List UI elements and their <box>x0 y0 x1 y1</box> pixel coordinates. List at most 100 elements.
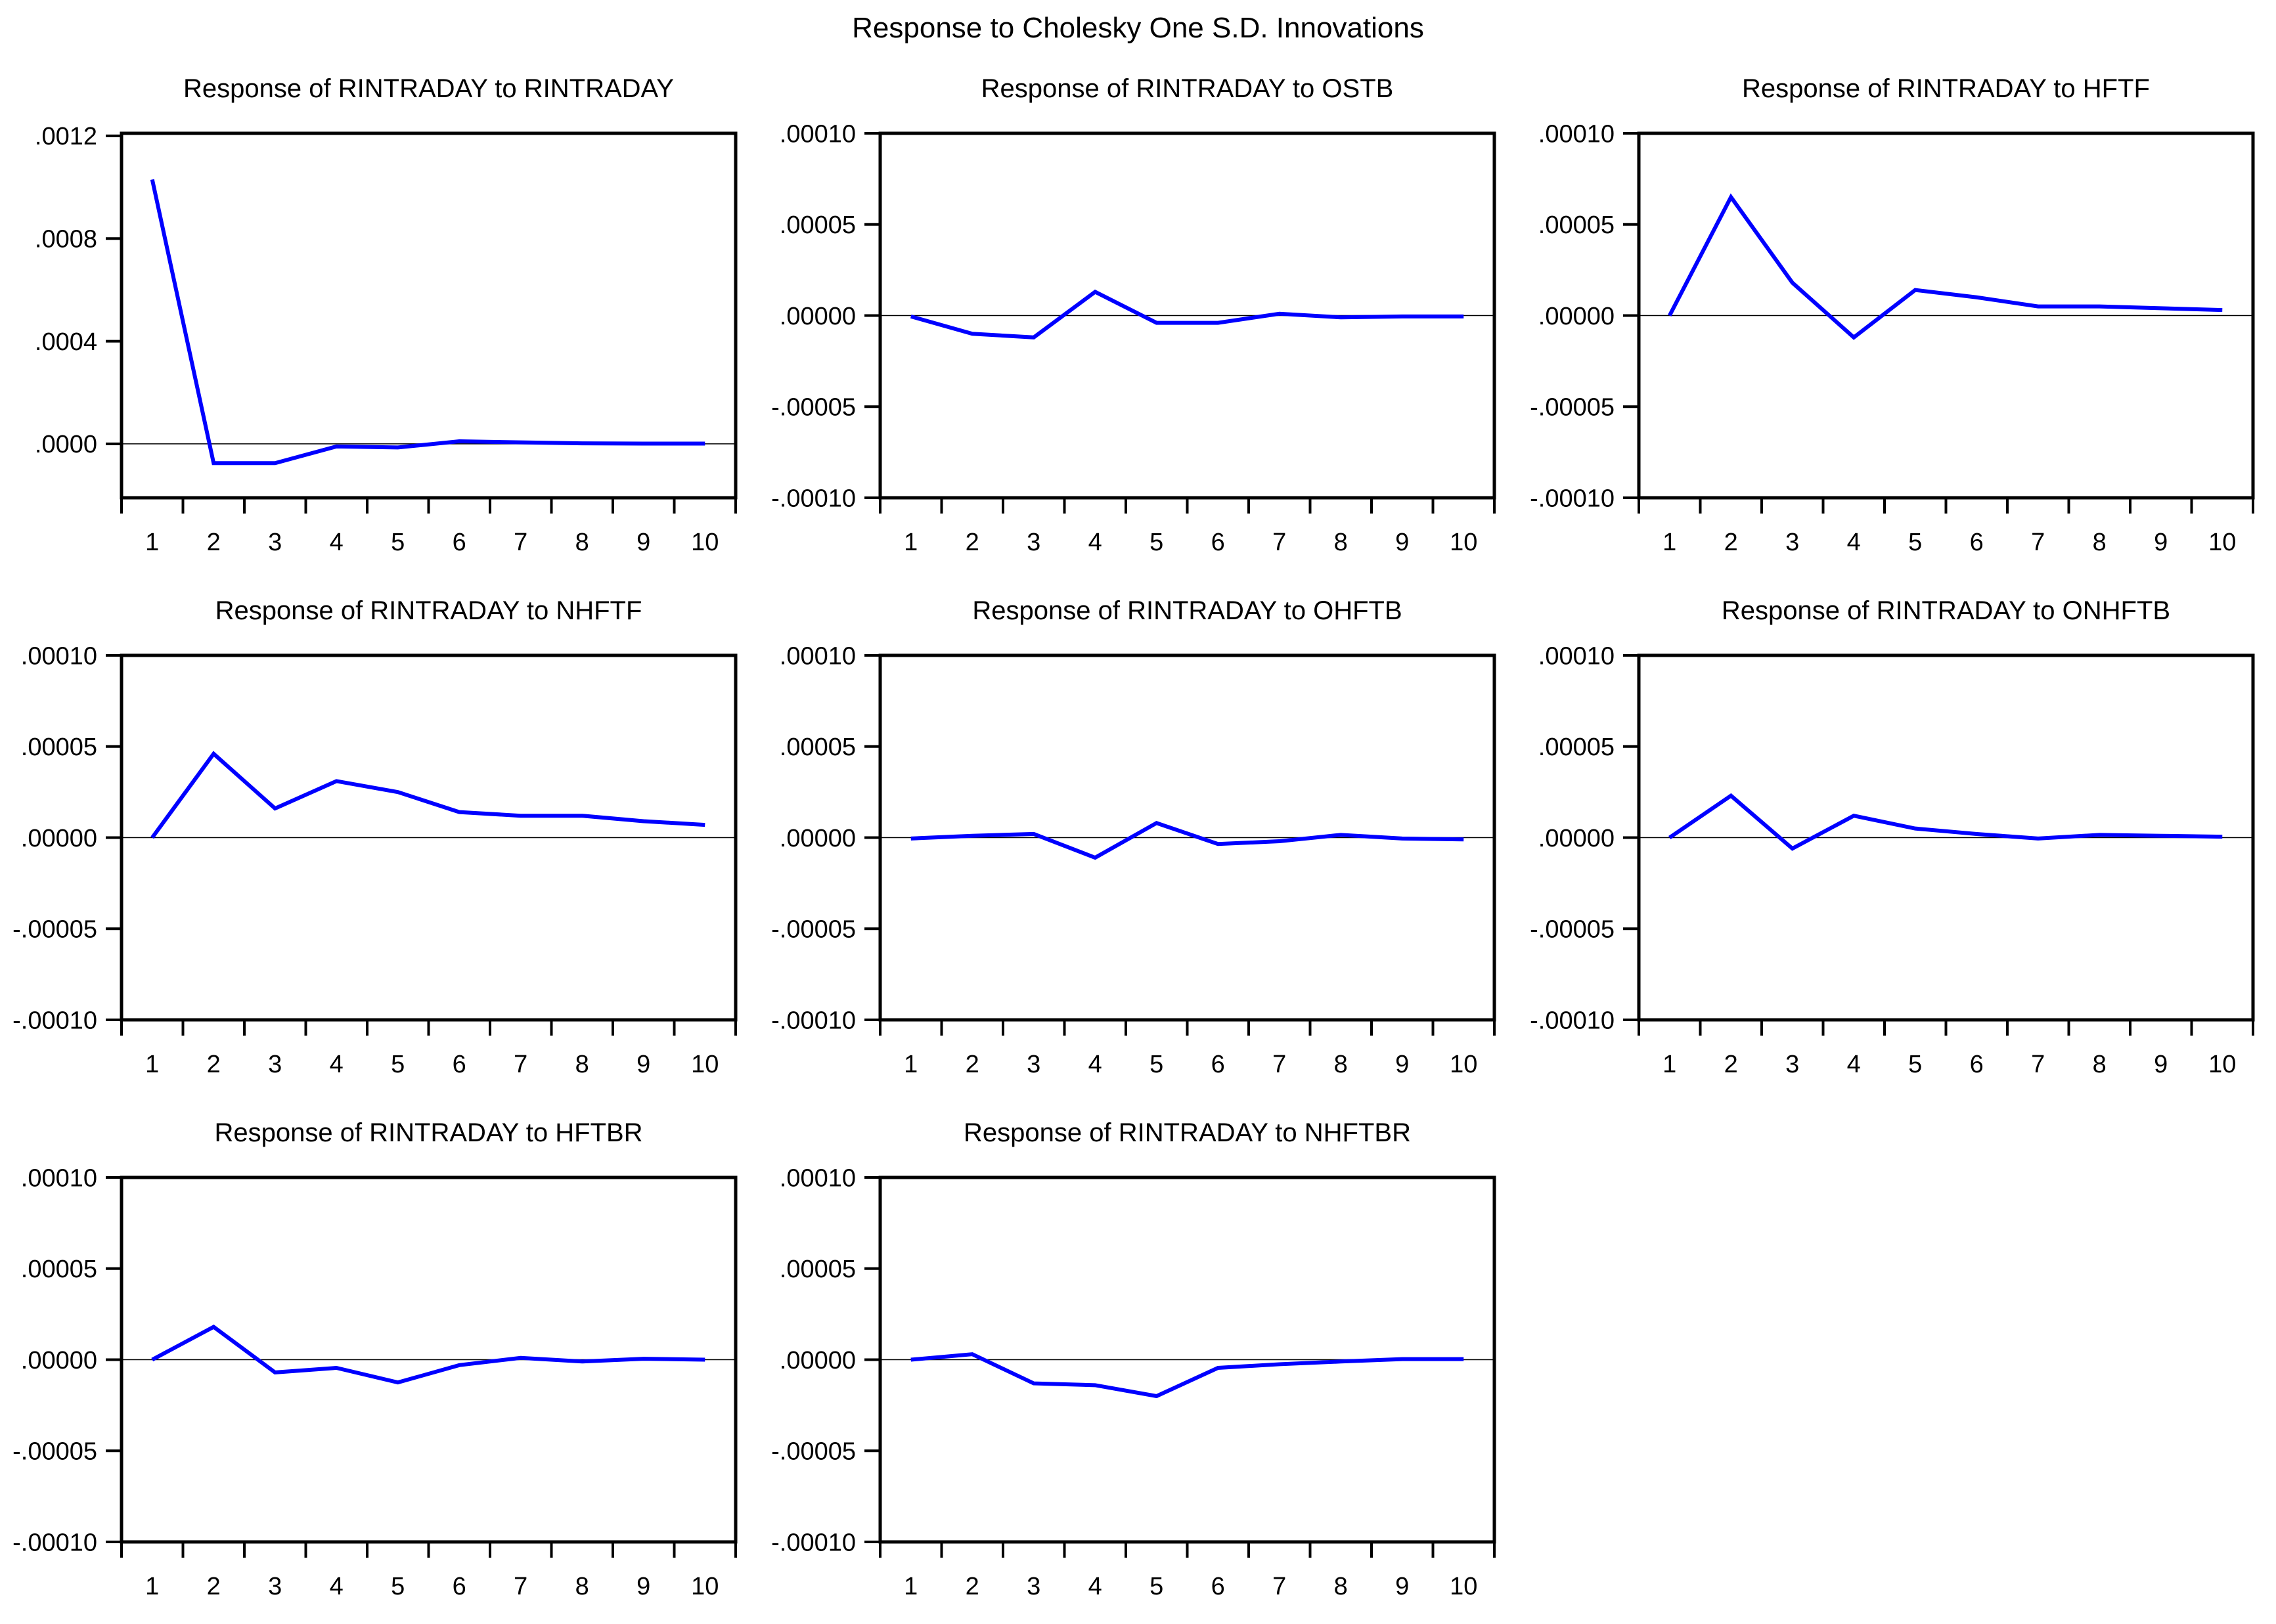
svg-text:6: 6 <box>453 1051 466 1078</box>
svg-text:5: 5 <box>1908 529 1922 556</box>
svg-text:6: 6 <box>453 529 466 556</box>
svg-text:4: 4 <box>330 529 344 556</box>
svg-text:.00005: .00005 <box>1538 734 1615 761</box>
chart-cell-rintraday-to-hftf: Response of RINTRADAY to HFTF .00010.000… <box>1517 58 2276 580</box>
svg-text:5: 5 <box>1149 1051 1163 1078</box>
svg-text:4: 4 <box>1088 1573 1102 1600</box>
svg-text:10: 10 <box>691 1051 719 1078</box>
svg-text:5: 5 <box>1908 1051 1922 1078</box>
svg-text:9: 9 <box>636 529 650 556</box>
irf-chart-rintraday-to-rintraday: .0012 .0008 .0004 .0000 1 2 3 4 5 6 7 8 9 10 <box>35 123 738 556</box>
svg-text:.00010: .00010 <box>780 120 856 148</box>
svg-text:-.00005: -.00005 <box>1530 394 1615 422</box>
svg-text:.00005: .00005 <box>1538 211 1615 239</box>
svg-text:.00010: .00010 <box>780 1164 856 1192</box>
svg-text:1: 1 <box>145 529 159 556</box>
svg-text:-.00005: -.00005 <box>12 916 97 944</box>
svg-text:10: 10 <box>1450 1573 1477 1600</box>
svg-text:5: 5 <box>1149 529 1163 556</box>
empty-cell <box>1517 1102 2276 1624</box>
svg-text:1: 1 <box>1662 529 1676 556</box>
svg-text:9: 9 <box>1395 529 1409 556</box>
chart-cell-rintraday-to-nhftbr: Response of RINTRADAY to NHFTBR .00010 .0… <box>759 1102 1517 1624</box>
svg-text:9: 9 <box>636 1573 650 1600</box>
irf-chart-rintraday-to-onhftb: .00010 .00005 .00000 -.00005 -.00010 1 2 3 4 5 6 7 8… <box>1530 642 2255 1078</box>
svg-text:10: 10 <box>2208 1051 2236 1078</box>
svg-text:-.00010: -.00010 <box>12 1007 97 1034</box>
chart-cell-rintraday-to-onhftb: Response of RINTRADAY to ONHFTB .00010.0… <box>1517 580 2276 1102</box>
chart-title: Response of RINTRADAY to NHFTF <box>215 596 642 625</box>
irf-chart-rintraday-to-hftbr: .00010 .00005 .00000 -.00005 -.00010 1 2 3 4 5 6 7 8… <box>12 1164 738 1600</box>
chart-cell-rintraday-to-ostb: Response of RINTRADAY to OSTB .00010 .000… <box>759 58 1517 580</box>
svg-text:.00000: .00000 <box>780 1347 856 1374</box>
svg-text:7: 7 <box>514 1573 527 1600</box>
svg-text:7: 7 <box>514 1051 527 1078</box>
chart-cell-rintraday-to-rintraday: Response of RINTRADAY to RINTRADAY .0012… <box>0 58 759 580</box>
svg-text:10: 10 <box>1450 1051 1477 1078</box>
svg-text:-.00005: -.00005 <box>771 394 856 422</box>
svg-text:2: 2 <box>207 1051 221 1078</box>
chart-cell-rintraday-to-hftbr: Response of RINTRADAY to HFTBR .00010.00… <box>0 1102 759 1624</box>
chart-title: Response of RINTRADAY to RINTRADAY <box>183 74 674 103</box>
svg-text:1: 1 <box>904 1051 918 1078</box>
svg-text:5: 5 <box>391 529 405 556</box>
svg-text:.00010: .00010 <box>21 642 97 670</box>
svg-text:2: 2 <box>966 1573 979 1600</box>
svg-text:1: 1 <box>904 1573 918 1600</box>
chart-title: Response of RINTRADAY to NHFTBR <box>964 1118 1411 1147</box>
svg-text:.00005: .00005 <box>21 1256 97 1283</box>
svg-text:3: 3 <box>268 529 282 556</box>
svg-text:.00000: .00000 <box>780 825 856 852</box>
svg-text:7: 7 <box>1272 1573 1286 1600</box>
svg-text:4: 4 <box>1847 529 1861 556</box>
svg-text:-.00010: -.00010 <box>771 485 856 512</box>
svg-text:6: 6 <box>453 1573 466 1600</box>
irf-chart-rintraday-to-nhftf: .00010 .00005 .00000 -.00005 -.00010 1 2 3 4 5 6 7 8… <box>12 642 738 1078</box>
svg-text:-.00010: -.00010 <box>771 1529 856 1556</box>
svg-text:5: 5 <box>391 1051 405 1078</box>
svg-text:.00000: .00000 <box>21 825 97 852</box>
svg-text:1: 1 <box>145 1051 159 1078</box>
svg-text:7: 7 <box>2031 1051 2045 1078</box>
chart-title: Response of RINTRADAY to OSTB <box>981 74 1394 103</box>
svg-text:2: 2 <box>207 1573 221 1600</box>
svg-text:-.00010: -.00010 <box>1530 485 1615 512</box>
svg-text:10: 10 <box>691 1573 719 1600</box>
svg-text:.0000: .0000 <box>35 431 97 458</box>
svg-text:.00000: .00000 <box>1538 303 1615 330</box>
chart-title: Response of RINTRADAY to HFTBR <box>214 1118 643 1147</box>
chart-cell-rintraday-to-nhftf: Response of RINTRADAY to NHFTF .00010 .00… <box>0 580 759 1102</box>
chart-title: Response of RINTRADAY to HFTF <box>1742 74 2150 103</box>
svg-text:2: 2 <box>1724 1051 1738 1078</box>
svg-text:.00000: .00000 <box>1538 825 1615 852</box>
chart-grid: Response of RINTRADAY to RINTRADAY .0012… <box>0 58 2276 1624</box>
svg-text:-.00005: -.00005 <box>771 1438 856 1466</box>
svg-text:1: 1 <box>1662 1051 1676 1078</box>
irf-chart-rintraday-to-ohftb: .00010 .00005 .00000 -.00005 -.00010 1 2 3 4 5 6 7 8… <box>771 642 1496 1078</box>
svg-text:.00010: .00010 <box>780 642 856 670</box>
svg-text:4: 4 <box>1847 1051 1861 1078</box>
svg-text:2: 2 <box>966 529 979 556</box>
svg-text:8: 8 <box>575 1051 589 1078</box>
svg-text:2: 2 <box>1724 529 1738 556</box>
svg-text:5: 5 <box>391 1573 405 1600</box>
irf-chart-rintraday-to-nhftbr: .00010 .00005 .00000 -.00005 -.00010 1 2 3 4 5 6 7 8… <box>771 1164 1496 1600</box>
svg-text:7: 7 <box>1272 1051 1286 1078</box>
svg-text:.00005: .00005 <box>780 734 856 761</box>
svg-text:10: 10 <box>691 529 719 556</box>
svg-text:6: 6 <box>1211 529 1225 556</box>
svg-text:9: 9 <box>636 1051 650 1078</box>
svg-text:6: 6 <box>1970 1051 1984 1078</box>
svg-text:6: 6 <box>1211 1573 1225 1600</box>
svg-text:4: 4 <box>1088 1051 1102 1078</box>
svg-text:10: 10 <box>1450 529 1477 556</box>
svg-text:4: 4 <box>1088 529 1102 556</box>
svg-text:8: 8 <box>575 1573 589 1600</box>
svg-text:8: 8 <box>1334 529 1348 556</box>
svg-text:7: 7 <box>1272 529 1286 556</box>
svg-text:-.00010: -.00010 <box>1530 1007 1615 1034</box>
svg-text:6: 6 <box>1970 529 1984 556</box>
svg-text:.00000: .00000 <box>21 1347 97 1374</box>
svg-text:.00000: .00000 <box>780 303 856 330</box>
